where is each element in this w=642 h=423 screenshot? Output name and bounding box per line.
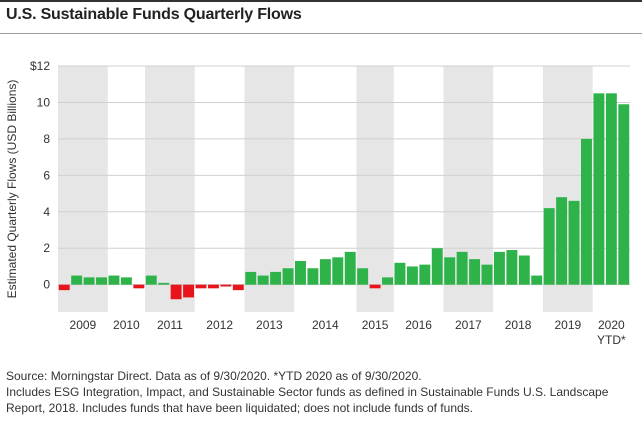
bar: [58, 284, 70, 291]
x-tick-label: 2014: [312, 318, 339, 332]
bar: [593, 93, 605, 285]
x-tick-label: 2019: [554, 318, 581, 332]
bar: [357, 268, 369, 285]
bar: [332, 257, 344, 285]
bar: [444, 257, 456, 285]
bar: [382, 277, 393, 285]
bar: [419, 264, 431, 285]
x-tick-label: 2016: [405, 318, 432, 332]
bar: [257, 275, 269, 285]
bar: [568, 200, 580, 285]
bar: [406, 266, 418, 285]
bar: [245, 271, 257, 285]
y-tick-label: 6: [43, 168, 50, 182]
bar: [556, 197, 568, 285]
x-tick-label: 2011: [157, 318, 183, 332]
bar: [108, 275, 120, 285]
x-tick-label: 2020: [598, 318, 625, 332]
x-axis-ticks: 2009 2010 2011 2012 2013 2014 2015 2016 2017 2018…: [70, 318, 626, 347]
footnotes: Source: Morningstar Direct. Data as of 9…: [6, 368, 636, 416]
bar: [96, 277, 107, 285]
bar: [618, 104, 630, 285]
bar: [543, 208, 555, 285]
year-band: [58, 66, 108, 312]
x-tick-label: 2017: [455, 318, 482, 332]
y-axis-label: Estimated Quarterly Flows (USD Billions): [5, 80, 19, 299]
bar: [195, 284, 207, 289]
footnote-source: Source: Morningstar Direct. Data as of 9…: [6, 369, 422, 383]
bar: [581, 138, 592, 285]
y-tick-label: 2: [43, 241, 50, 255]
bar: [319, 259, 331, 285]
y-tick-label: 8: [43, 132, 50, 146]
bar: [270, 271, 282, 285]
footnote-scope: Report, 2018. Includes funds that have b…: [6, 401, 473, 415]
bar: [394, 262, 406, 285]
grid-lines: [58, 65, 630, 286]
bar: [71, 275, 83, 285]
x-tick-label: 2018: [505, 318, 532, 332]
bar: [369, 284, 381, 289]
bar-series: [58, 93, 630, 300]
x-tick-label: 2012: [206, 318, 233, 332]
bar: [232, 284, 244, 291]
y-tick-label: 10: [37, 95, 51, 109]
footnote-definition: Includes ESG Integration, Impact, and Su…: [6, 385, 609, 399]
x-tick-label: 2013: [256, 318, 283, 332]
bar: [133, 284, 145, 289]
bar: [120, 277, 132, 285]
x-tick-label: 2009: [70, 318, 97, 332]
year-band: [145, 66, 195, 312]
bar: [295, 260, 306, 285]
bar: [145, 275, 157, 285]
bar: [183, 284, 195, 298]
bar: [282, 268, 294, 285]
top-rule: [0, 0, 642, 2]
bar: [207, 284, 219, 289]
bar: [506, 250, 518, 285]
bar: [518, 255, 530, 285]
bar: [220, 284, 232, 287]
x-tick-label: 2010: [113, 318, 140, 332]
title-rule: [0, 33, 642, 34]
bar: [456, 251, 468, 285]
bar: [431, 248, 443, 285]
bar: [307, 268, 319, 285]
bar: [605, 93, 617, 285]
bar: [170, 284, 182, 300]
bar: [469, 259, 481, 285]
bar: [344, 251, 356, 285]
x-tick-label: 2015: [362, 318, 389, 332]
bar: [83, 277, 95, 285]
y-tick-label: $12: [30, 59, 50, 73]
chart-title: U.S. Sustainable Funds Quarterly Flows: [6, 6, 302, 23]
y-axis-ticks: 0 2 4 6 8 10 $12: [30, 59, 50, 292]
bar: [531, 275, 543, 285]
y-tick-label: 4: [43, 205, 50, 219]
bar: [481, 264, 493, 285]
y-tick-label: 0: [43, 278, 50, 292]
bar: [493, 251, 505, 285]
x-tick-sublabel: YTD*: [597, 333, 626, 347]
bar: [158, 282, 170, 285]
